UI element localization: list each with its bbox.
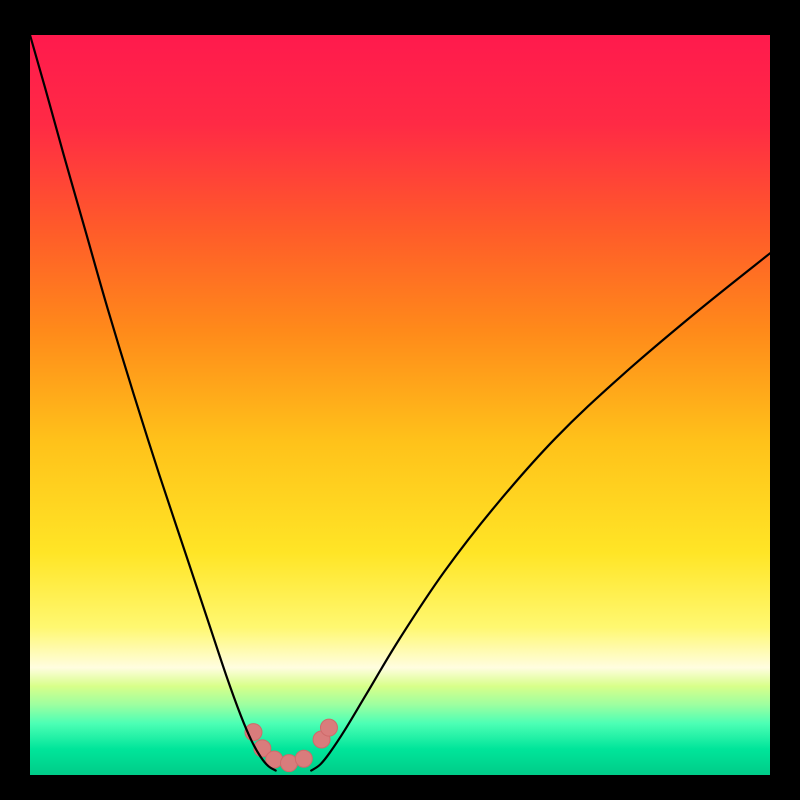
plot-background-gradient bbox=[30, 35, 770, 775]
trough-marker-point bbox=[320, 719, 337, 736]
trough-marker-point bbox=[295, 750, 312, 767]
bottleneck-curve-chart bbox=[0, 0, 800, 800]
chart-canvas: TheBottleneck.com bbox=[0, 0, 800, 800]
